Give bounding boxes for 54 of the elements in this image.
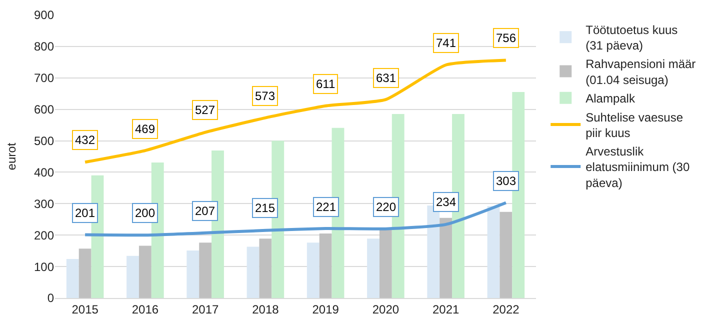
bar [440, 218, 452, 298]
bar [66, 259, 79, 298]
data-label: 200 [135, 206, 156, 220]
legend-label: Töötutoetus kuus (31 päeva) [586, 22, 678, 53]
y-tick-label: 600 [34, 102, 54, 117]
y-tick-label: 500 [34, 134, 54, 148]
bar [306, 242, 320, 298]
data-label: 234 [436, 195, 456, 209]
bar [319, 234, 332, 298]
legend-label: Rahvapensioni määr (01.04 seisuga) [586, 57, 696, 87]
y-tick-label: 100 [34, 260, 54, 274]
data-label: 756 [496, 31, 516, 45]
bar [259, 238, 272, 298]
x-tick-label: 2015 [72, 302, 99, 316]
y-tick-label: 800 [34, 40, 54, 54]
y-tick-label: 700 [34, 71, 54, 86]
bar [246, 246, 260, 298]
y-tick-label: 300 [34, 196, 54, 211]
legend-label: Alampalk [586, 92, 636, 106]
legend-label: Arvestuslik elatusmiinimum (30 päeva) [586, 144, 690, 190]
data-label: 741 [436, 36, 456, 50]
bar [138, 246, 152, 298]
y-tick-label: 0 [47, 291, 54, 306]
data-label: 201 [75, 206, 96, 220]
bar [367, 238, 380, 298]
bar [78, 248, 92, 298]
y-tick-label: 200 [34, 228, 54, 242]
data-label: 527 [195, 103, 216, 117]
data-label: 207 [195, 204, 216, 218]
x-tick-label: 2020 [372, 302, 400, 316]
bar [199, 242, 212, 298]
y-tick-label: 900 [34, 8, 54, 22]
bar [500, 212, 512, 298]
data-label: 611 [316, 77, 336, 91]
x-tick-label: 2021 [432, 302, 460, 316]
data-label: 215 [255, 201, 276, 215]
x-tick-label: 2017 [192, 302, 219, 316]
x-tick-label: 2019 [312, 302, 340, 316]
data-label: 573 [255, 89, 276, 103]
data-label: 469 [135, 122, 156, 136]
x-tick-label: 2016 [132, 302, 159, 316]
y-axis-title: eurot [4, 142, 18, 170]
data-label: 303 [496, 174, 516, 188]
data-label: 631 [376, 71, 396, 85]
bar [126, 256, 139, 298]
data-label: 221 [316, 200, 336, 214]
bar [186, 250, 200, 298]
data-label: 220 [376, 200, 396, 214]
legend-label: Suhtelise vaesuse piir kuus [586, 110, 684, 140]
data-label: 432 [75, 133, 96, 147]
x-tick-label: 2018 [252, 302, 280, 316]
y-tick-label: 400 [34, 165, 54, 180]
bar [487, 206, 500, 298]
x-tick-label: 2022 [492, 302, 520, 316]
